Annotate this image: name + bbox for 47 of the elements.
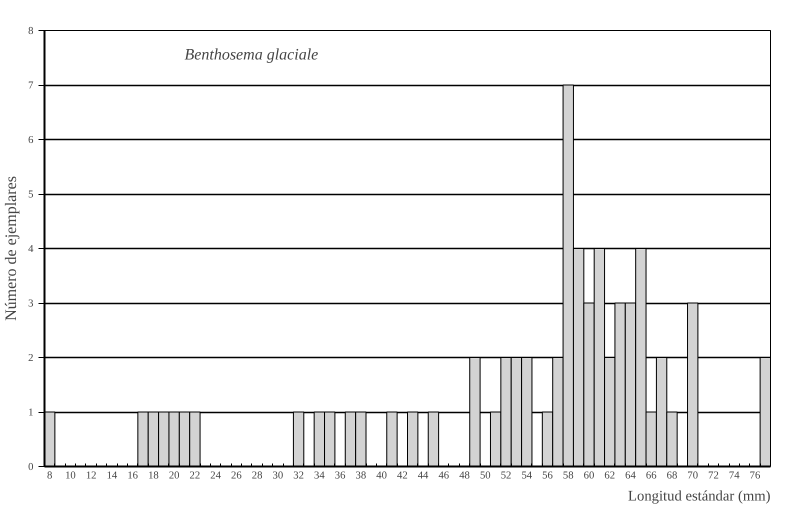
y-tick-label: 4 [28,244,34,255]
x-tick-label: 46 [438,470,450,482]
x-tick-label: 10 [65,470,76,482]
x-tick-label: 54 [521,470,533,482]
x-tick-label: 44 [418,470,430,482]
x-tick-label: 22 [190,470,200,482]
x-tick-label: 72 [708,470,719,482]
x-tick-label: 20 [168,470,180,482]
x-tick-label: 58 [562,470,574,482]
x-tick-label: 32 [293,470,304,482]
x-tick-label: 14 [106,470,118,482]
x-tick-label: 64 [625,470,636,482]
x-tick-label: 62 [604,470,616,482]
y-tick-label: 5 [28,190,34,200]
y-axis-title: Número de ejemplares [3,176,20,321]
x-tick-label: 18 [148,470,159,482]
x-tick-label: 26 [231,470,242,482]
x-tick-label: 56 [542,470,554,482]
x-tick-label: 76 [750,470,761,482]
y-tick-label: 1 [28,408,34,418]
text: Benthosema glaciale [184,46,318,64]
x-tick-label: 28 [252,470,262,482]
x-tick-label: 66 [646,470,658,482]
x-tick-label: 34 [314,470,326,482]
x-tick-label: 36 [334,470,346,482]
y-tick-label: 3 [28,298,34,310]
x-tick-label: 68 [666,470,678,482]
x-axis-title: Longitud estándar (mm) [628,488,771,504]
y-tick-label: 6 [28,135,34,146]
x-tick-label: 70 [687,470,698,482]
x-tick-label: 38 [356,470,366,482]
x-tick-label: 74 [728,470,740,482]
y-tick-label: 7 [28,80,34,92]
y-tick-label: 0 [28,462,34,473]
x-tick-label: 24 [210,470,222,482]
x-tick-label: 30 [272,470,284,482]
x-tick-label: 50 [480,470,491,482]
x-tick-label: 60 [584,470,594,482]
x-tick-label: 8 [47,470,52,482]
x-tick-label: 40 [376,470,387,482]
x-tick-label: 12 [86,470,96,482]
x-tick-label: 48 [459,470,470,482]
y-tick-label: 8 [28,26,34,37]
x-tick-label: 42 [396,470,408,482]
x-tick-label: 52 [500,470,512,482]
x-tick-label: 16 [127,470,139,482]
y-tick-label: 2 [28,353,34,364]
